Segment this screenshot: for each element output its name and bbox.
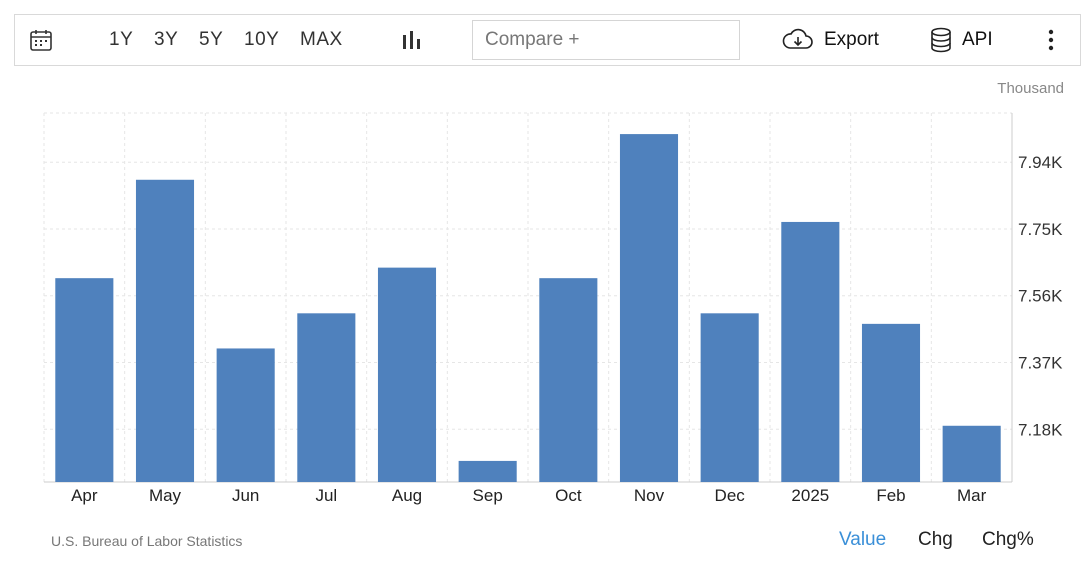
x-tick-label: Apr [71,486,98,505]
y-tick-label: 7.94K [1018,153,1063,172]
export-button[interactable]: Export [782,15,879,65]
bar[interactable] [942,425,1001,482]
more-vertical-icon [1048,29,1054,51]
bar[interactable] [377,267,437,482]
x-tick-label: 2025 [791,486,829,505]
range-max-button[interactable]: MAX [300,29,343,50]
bar[interactable] [55,278,114,482]
source-label: U.S. Bureau of Labor Statistics [51,533,243,549]
x-tick-label: Aug [392,486,422,505]
export-label: Export [824,29,879,50]
x-tick-label: Feb [876,486,905,505]
x-tick-label: Nov [634,486,665,505]
x-tick-label: May [149,486,182,505]
unit-label: Thousand [997,80,1064,97]
y-tick-label: 7.75K [1018,220,1063,239]
view-chg-tab[interactable]: Chg [918,529,953,550]
x-tick-label: Jul [315,486,337,505]
x-tick-label: Mar [957,486,987,505]
database-icon [931,27,951,53]
x-tick-label: Jun [232,486,259,505]
range-10y-button[interactable]: 10Y [244,29,280,50]
x-tick-label: Dec [715,486,746,505]
bar[interactable] [539,278,598,482]
y-tick-label: 7.56K [1018,287,1063,306]
bar[interactable] [700,313,759,482]
range-3y-button[interactable]: 3Y [154,29,179,50]
y-tick-label: 7.18K [1018,420,1063,439]
chart-toolbar: 1Y 3Y 5Y 10Y MAX Export API [14,14,1081,66]
bar-chart: 7.18K 7.37K 7.56K 7.75K 7.94K Apr May Jun Jul Aug… [43,112,1063,505]
view-chg-pct-tab[interactable]: Chg% [982,529,1034,550]
api-label: API [962,29,993,50]
x-tick-label: Sep [473,486,503,505]
calendar-button[interactable] [29,15,53,65]
range-1y-button[interactable]: 1Y [109,29,134,50]
calendar-icon [30,30,52,51]
compare-input[interactable] [472,20,740,60]
bar[interactable] [619,134,679,483]
bar[interactable] [135,179,195,482]
api-button[interactable]: API [930,15,993,65]
bar[interactable] [297,313,356,482]
bar[interactable] [216,348,275,482]
view-value-tab[interactable]: Value [839,529,887,550]
chart-type-button[interactable] [401,15,423,65]
bar-chart-icon [403,31,420,49]
y-tick-label: 7.37K [1018,354,1063,373]
more-options-button[interactable] [1047,15,1055,65]
x-tick-label: Oct [555,486,582,505]
bar[interactable] [781,221,840,482]
bar[interactable] [458,460,517,482]
range-5y-button[interactable]: 5Y [199,29,224,50]
bar[interactable] [861,323,921,482]
cloud-download-icon [782,28,813,49]
